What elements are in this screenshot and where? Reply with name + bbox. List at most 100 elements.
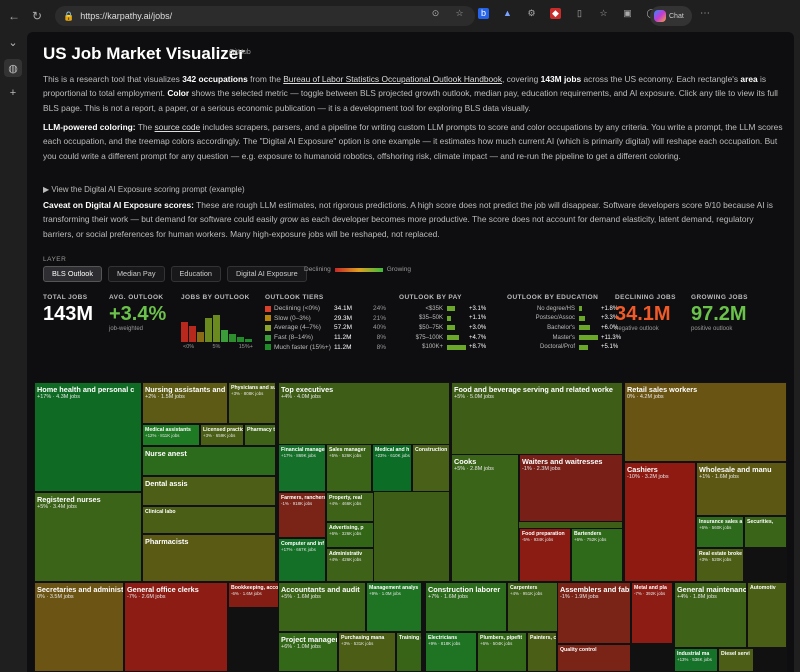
read-mode-icon[interactable]: ⊙ (431, 8, 440, 18)
treemap-tile[interactable]: Wholesale and manu +1% · 1.6M jobs (696, 462, 787, 516)
extension-icon[interactable]: ◆ (550, 8, 561, 19)
treemap-tile[interactable]: Accountants and audit +5% · 1.6M jobs (278, 582, 366, 632)
bar-fill (447, 315, 451, 321)
treemap-tile[interactable]: Automotiv (747, 582, 787, 648)
treemap-tile[interactable]: Electricians +9% · 818K jobs (425, 632, 477, 672)
github-link[interactable]: GitHub (229, 49, 251, 56)
treemap-tile[interactable]: Farmers, ranchers, -1% · 918K jobs (278, 492, 326, 538)
treemap-tile[interactable]: Nursing assistants and +2% · 1.5M jobs (142, 382, 228, 424)
tile-title: Advertising, p (329, 525, 364, 531)
treemap-tile[interactable]: Registered nurses +5% · 3.4M jobs (34, 492, 142, 582)
color-legend: Declining Growing (304, 266, 411, 273)
treemap-tile[interactable]: Bartenders +6% · 752K jobs (571, 528, 623, 582)
tile-title: Retail sales workers (627, 385, 698, 394)
treemap-tile[interactable]: Pharmacy t (244, 424, 276, 446)
copilot-button[interactable]: Chat (650, 6, 692, 26)
treemap-tile[interactable]: General maintenanc +4% · 1.8M jobs (674, 582, 747, 648)
treemap-tile[interactable]: Securities, (744, 516, 787, 548)
treemap-tile[interactable]: Property, real +4% · 466K jobs (326, 492, 374, 522)
tile-title: Farmers, ranchers, (281, 495, 325, 501)
treemap-tile[interactable]: Waiters and waitresses -1% · 2.3M jobs (519, 454, 623, 522)
treemap-tile[interactable]: Pharmacists (142, 534, 276, 582)
details-label: View the Digital AI Exposure scoring pro… (51, 185, 245, 194)
split-screen-icon[interactable]: ▯ (577, 8, 582, 18)
scrollbar[interactable] (794, 32, 800, 672)
treemap-tile[interactable]: Cooks +5% · 2.8M jobs (451, 454, 519, 582)
collections-icon[interactable]: ▣ (623, 8, 632, 18)
treemap-tile[interactable]: Construction (412, 444, 450, 492)
tile-title: Securities, (747, 519, 774, 525)
treemap-tile[interactable]: Real estate broke +3% · 520K jobs (696, 548, 744, 582)
treemap-tile[interactable]: Clinical labo (142, 506, 276, 534)
histogram-bar (221, 330, 228, 342)
treemap-tile[interactable]: Food preparation -5% · 934K jobs (519, 528, 571, 582)
treemap-tile[interactable]: Dental assis (142, 476, 276, 506)
tab-education[interactable]: Education (170, 266, 221, 282)
favorites-icon[interactable]: ☆ (599, 8, 608, 18)
treemap-tile[interactable]: Bookkeeping, accou -6% · 1.6M jobs (228, 582, 280, 608)
treemap-tile[interactable]: Training and (396, 632, 422, 672)
bls-link[interactable]: Bureau of Labor Statistics Occupational … (283, 74, 503, 84)
treemap-tile[interactable]: Retail sales workers 0% · 4.2M jobs (624, 382, 787, 462)
tile-title: Quality control (560, 647, 597, 653)
treemap-tile[interactable]: Painters, c (527, 632, 557, 672)
chevron-down-icon[interactable]: ⌄ (8, 37, 18, 49)
treemap-tile[interactable]: Financial manager +17% · 869K jobs (278, 444, 326, 492)
treemap-tile[interactable]: Diesel servi (718, 648, 754, 672)
treemap-tile[interactable]: Licensed practic +3% · 659K jobs (200, 424, 244, 446)
treemap-tile[interactable]: Carpenters +4% · 951K jobs (507, 582, 559, 632)
treemap-tile[interactable]: Sales manager +5% · 526K jobs (326, 444, 372, 492)
source-code-link[interactable]: source code (154, 122, 201, 132)
tile-sub: +5% · 3.4M jobs (37, 504, 77, 510)
tab-median-pay[interactable]: Median Pay (107, 266, 165, 282)
treemap-tile[interactable]: Home health and personal c +17% · 4.3M jo… (34, 382, 142, 492)
tile-sub: +2% · 1.5M jobs (145, 394, 185, 400)
bar-fill (447, 325, 455, 331)
treemap-tile[interactable]: Project managemen+6% · 1.0M jobs (278, 632, 338, 672)
treemap-tile[interactable]: Metal and pla -7% · 392K jobs (631, 582, 673, 644)
tile-sub: +6% · 752K jobs (574, 537, 607, 542)
treemap-tile[interactable]: Quality control (557, 644, 631, 672)
treemap-tile[interactable]: Purchasing mana +3% · 531K jobs (338, 632, 396, 672)
treemap-tile[interactable]: Physicians and su +3% · 808K jobs (228, 382, 276, 424)
tile-title: Carpenters (510, 585, 538, 591)
treemap-tile[interactable]: Assemblers and fabr -1% · 1.9M jobs (557, 582, 631, 644)
tab-bls-outlook[interactable]: BLS Outlook (43, 266, 102, 282)
bar-row: $50–75K +3.0% (403, 323, 486, 333)
refresh-icon[interactable]: ↻ (32, 9, 43, 23)
stat-value: 97.2M (691, 303, 747, 325)
add-tab-icon[interactable]: + (9, 87, 17, 99)
legend-right-label: Growing (386, 266, 411, 273)
extension-icon[interactable]: ▲ (503, 8, 512, 18)
tile-title: Dental assis (145, 479, 188, 488)
tier-name: Much faster (15%+) (274, 343, 331, 351)
globe-tab-icon[interactable]: ◍ (4, 59, 22, 77)
treemap-tile[interactable]: Administrativ +4% · 426K jobs (326, 548, 374, 582)
treemap-tile[interactable]: Cashiers -10% · 3.2M jobs (624, 462, 696, 582)
back-arrow-icon[interactable]: ← (8, 9, 20, 23)
treemap-tile[interactable]: Construction laborer +7% · 1.6M jobs (425, 582, 507, 632)
treemap-tile[interactable]: Medical assistants +12% · 811K jobs (142, 424, 200, 446)
color-term: Color (167, 88, 190, 99)
treemap-tile[interactable]: Insurance sales a +6% · 560K jobs (696, 516, 744, 548)
tab-digital-ai-exposure[interactable]: Digital AI Exposure (226, 266, 307, 282)
bar-category: Master's (552, 334, 575, 341)
extension-icon[interactable]: b (478, 8, 489, 19)
treemap-tile[interactable]: Nurse anest (142, 446, 276, 476)
tile-sub: -7% · 2.6M jobs (127, 594, 166, 600)
treemap-tile[interactable]: Medical and h +23% · 610K jobs (372, 444, 412, 492)
treemap-tile[interactable]: Management analys +9% · 1.0M jobs (366, 582, 422, 632)
treemap-tile[interactable]: Secretaries and administ 0% · 3.5M jobs (34, 582, 124, 672)
treemap-tile[interactable]: Computer and inf +17% · 667K jobs (278, 538, 326, 582)
tier-value: 34.1M (334, 305, 353, 313)
stat-label: AVG. OUTLOOK (109, 294, 164, 301)
favorite-star-icon[interactable]: ☆ (455, 8, 464, 18)
treemap-tile[interactable]: Industrial ma +13% · 536K jobs (674, 648, 718, 672)
treemap-tile[interactable]: General office clerks -7% · 2.6M jobs (124, 582, 228, 672)
treemap-tile[interactable]: Plumbers, pipefit +6% · 504K jobs (477, 632, 527, 672)
scoring-prompt-details[interactable]: ▶ View the Digital AI Exposure scoring p… (43, 185, 245, 194)
extension-icon[interactable]: ⚙ (527, 8, 536, 18)
treemap-tile[interactable]: Advertising, p +6% · 326K jobs (326, 522, 374, 548)
more-menu-icon[interactable]: ⋯ (700, 8, 710, 19)
address-bar[interactable]: 🔒 https://karpathy.ai/jobs/ (55, 6, 475, 26)
